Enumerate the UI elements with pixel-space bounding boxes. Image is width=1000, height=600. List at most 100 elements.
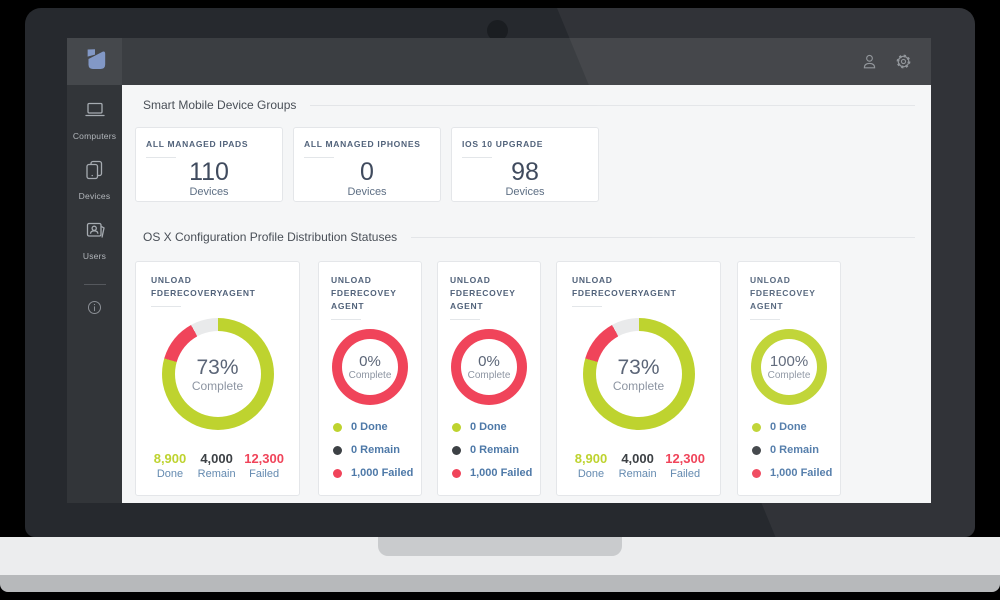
stat-done: 8,900 Done [151,451,189,480]
app-body: Computers Devices [67,85,931,503]
header-icons [860,52,913,71]
device-count-unit: Devices [189,186,229,198]
donut-percent-label: Complete [467,370,511,381]
donut-legend: 0 Done 0 Remain 1,000 Failed [333,421,413,479]
stat-label: Failed [670,468,701,480]
donut-chart: 73% Complete [161,318,274,430]
device-group-card[interactable]: IOS 10 UPGRADE 98 Devices [451,127,599,202]
stat-value: 12,300 [244,451,284,466]
device-count: 98 [511,158,539,186]
sidebar-item-label: Users [82,251,107,261]
donut-percent: 73% [196,355,239,379]
donut-center: 73% Complete [162,318,274,430]
legend-dot [452,445,461,455]
donut-center: 0% Complete [451,329,527,405]
section-device-groups-header: Smart Mobile Device Groups [143,94,915,116]
section-divider [411,236,915,238]
legend-dot [452,422,461,432]
sidebar-item-devices[interactable]: Devices [79,158,111,201]
stat-remain: 4,000 Remain [198,451,236,480]
sidebar-item-users[interactable]: Users [83,218,107,261]
device-group-card[interactable]: ALL MANAGED IPADS 110 Devices [135,127,283,202]
stat-done: 8,900 Done [572,451,610,480]
laptop-bezel: Computers Devices [25,8,975,537]
device-group-title: ALL MANAGED IPHONES [304,139,421,149]
sidebar-divider [83,284,106,285]
legend-row-failed: 1,000 Failed [452,467,532,479]
stat-label: Failed [249,468,280,480]
title-underline [572,306,602,307]
title-underline [750,319,780,320]
legend-row-done: 0 Done [452,421,528,433]
stat-label: Remain [197,468,236,480]
section-title: Smart Mobile Device Groups [143,98,297,112]
profile-status-card[interactable]: UNLOAD FDERECOVEY AGENT 0% Complete [318,261,422,496]
donut-percent-label: Complete [767,370,811,381]
stat-label: Done [156,468,184,480]
donut-stats: 8,900 Done 4,000 Remain 12,300 Failed [151,451,284,480]
legend-row-remain: 0 Remain [333,444,409,456]
stat-value: 8,900 [153,451,187,466]
title-underline [462,157,492,158]
app-window: Computers Devices [67,38,931,503]
mobile-devices-icon [82,158,106,187]
legend-label: 0 Done [470,421,507,433]
donut-percent: 0% [359,353,381,370]
legend-row-remain: 0 Remain [752,444,828,456]
legend-label: 0 Done [770,421,807,433]
legend-label: 1,000 Failed [351,467,414,479]
profile-status-card[interactable]: UNLOAD FDERECOVEY AGENT 0% Complete [437,261,541,496]
stat-value: 4,000 [200,451,233,466]
users-icon [83,218,107,247]
donut-percent: 0% [478,353,500,370]
donut-percent-label: Complete [612,378,665,393]
stat-failed: 12,300 Failed [665,451,705,480]
legend-row-failed: 1,000 Failed [333,467,413,479]
profile-title: UNLOAD FDERECOVEY AGENT [450,275,516,311]
sidebar: Computers Devices [67,85,122,503]
profile-status-card[interactable]: UNLOAD FDERECOVEY AGENT 100% Complete [737,261,841,496]
device-group-title: IOS 10 UPGRADE [462,139,544,149]
donut-percent-label: Complete [348,370,392,381]
profile-title: UNLOAD FDERECOVERYAGENT [572,275,677,298]
sidebar-item-label: Computers [72,131,117,141]
sidebar-item-computers[interactable]: Computers [73,98,116,141]
app-logo[interactable] [67,38,122,85]
donut-center: 100% Complete [751,329,827,405]
title-underline [450,319,480,320]
profile-status-card[interactable]: UNLOAD FDERECOVERYAGENT 73% Complete [135,261,300,496]
main-content: Smart Mobile Device Groups ALL MANAGED I… [122,85,931,503]
laptop-lid-notch [378,537,622,556]
info-icon[interactable] [86,299,103,316]
donut-legend: 0 Done 0 Remain 1,000 Failed [452,421,532,479]
donut-percent: 73% [617,355,660,379]
gear-icon[interactable] [894,52,913,71]
title-underline [304,157,334,158]
legend-row-failed: 1,000 Failed [752,467,832,479]
device-count: 110 [189,158,229,186]
webcam-icon [487,20,508,41]
app-header [67,38,931,85]
jamf-logo-icon [82,46,108,77]
section-divider [310,104,915,106]
device-group-card[interactable]: ALL MANAGED IPHONES 0 Devices [293,127,441,202]
profile-status-card[interactable]: UNLOAD FDERECOVERYAGENT 73% Complete [556,261,721,496]
legend-label: 0 Done [351,421,388,433]
legend-dot [333,422,342,432]
laptop-base [0,537,1000,575]
laptop-icon [83,98,107,127]
legend-label: 0 Remain [470,444,519,456]
user-icon[interactable] [860,52,879,71]
donut-center: 73% Complete [583,318,695,430]
legend-label: 1,000 Failed [470,467,533,479]
legend-label: 1,000 Failed [770,467,833,479]
legend-row-remain: 0 Remain [452,444,528,456]
stat-label: Remain [618,468,657,480]
donut-chart: 73% Complete [582,318,695,430]
title-underline [151,306,181,307]
device-count: 0 [360,158,374,186]
legend-dot [752,422,761,432]
legend-dot [752,468,761,478]
laptop-base-edge [0,575,1000,592]
